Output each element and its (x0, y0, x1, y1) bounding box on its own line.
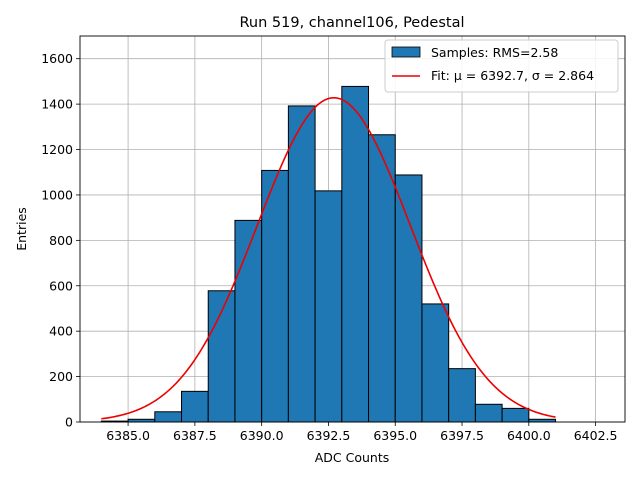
legend-fit-label: Fit: μ = 6392.7, σ = 2.864 (431, 68, 594, 83)
legend-box (384, 39, 619, 93)
y-axis-ticks: 0 200 400 600 800 1000 1200 1400 1600 (41, 51, 80, 430)
histogram-bar (154, 411, 183, 423)
histogram-bar (234, 219, 263, 423)
x-axis-label: ADC Counts (315, 450, 390, 465)
histogram-bar (368, 134, 396, 423)
y-axis-label: Entries (14, 207, 29, 251)
histogram-bar (501, 407, 530, 423)
x-tick-label: 6385.0 (106, 428, 150, 443)
y-tick-label: 400 (49, 324, 73, 339)
histogram-bar (287, 105, 316, 423)
y-tick-label: 1200 (41, 142, 73, 157)
y-tick-label: 0 (65, 415, 73, 430)
x-tick-label: 6390.0 (240, 428, 284, 443)
histogram-bar (474, 403, 503, 423)
x-tick-label: 6392.5 (307, 428, 351, 443)
y-tick-label: 1600 (41, 51, 73, 66)
chart-title: Run 519, channel106, Pedestal (239, 15, 464, 31)
y-tick-label: 600 (49, 278, 73, 293)
x-axis-ticks: 6385.0 6387.5 6390.0 6392.5 6395.0 6397.5 6400… (106, 422, 617, 443)
legend: Samples: RMS=2.58 Fit: μ = 6392.7, σ = 2… (384, 39, 619, 93)
histogram-bar (341, 85, 370, 423)
x-tick-label: 6387.5 (173, 428, 217, 443)
legend-samples-label: Samples: RMS=2.58 (431, 45, 558, 60)
histogram-bar (181, 390, 209, 423)
fit-curve (101, 96, 556, 420)
x-tick-label: 6402.5 (574, 428, 618, 443)
x-tick-label: 6395.0 (373, 428, 417, 443)
histogram-bar (314, 190, 343, 423)
y-tick-label: 200 (49, 369, 73, 384)
plot-frame (79, 35, 626, 423)
y-tick-label: 1000 (41, 187, 73, 202)
histogram-bar (448, 368, 476, 423)
legend-samples-swatch (391, 46, 421, 58)
x-tick-label: 6400.0 (507, 428, 551, 443)
histogram-bar (261, 169, 289, 423)
histogram-bar (421, 303, 450, 423)
histogram-bar (394, 174, 423, 423)
y-tick-label: 1400 (41, 97, 73, 112)
y-tick-label: 800 (49, 233, 73, 248)
x-tick-label: 6397.5 (440, 428, 484, 443)
